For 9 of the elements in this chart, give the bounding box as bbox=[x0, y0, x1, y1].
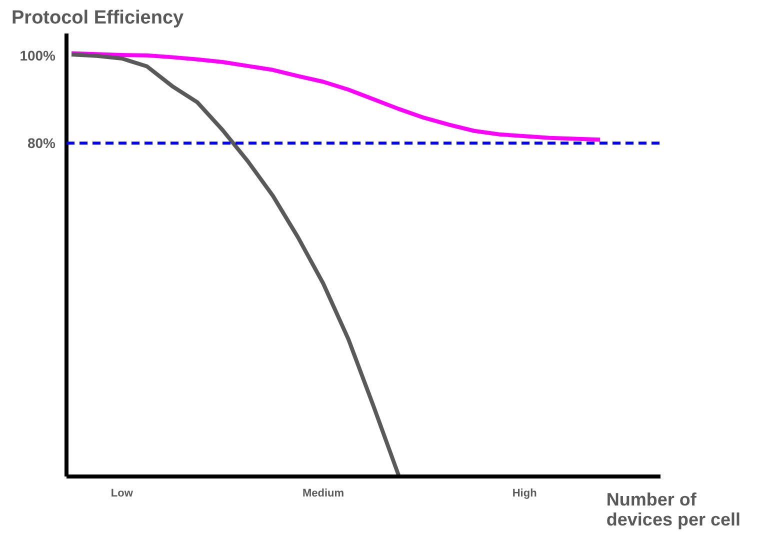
y-tick-label: 80% bbox=[27, 135, 56, 152]
line-series bbox=[70, 51, 602, 142]
x-axis-title: Number of devices per cell bbox=[606, 490, 741, 530]
x-tick-label: Medium bbox=[302, 488, 344, 500]
x-tick-label: High bbox=[512, 488, 538, 500]
y-axis-title: Protocol Efficiency bbox=[12, 8, 184, 28]
line-series bbox=[70, 52, 401, 476]
y-tick-label: 100% bbox=[20, 47, 56, 64]
x-tick-label: Low bbox=[110, 488, 134, 500]
